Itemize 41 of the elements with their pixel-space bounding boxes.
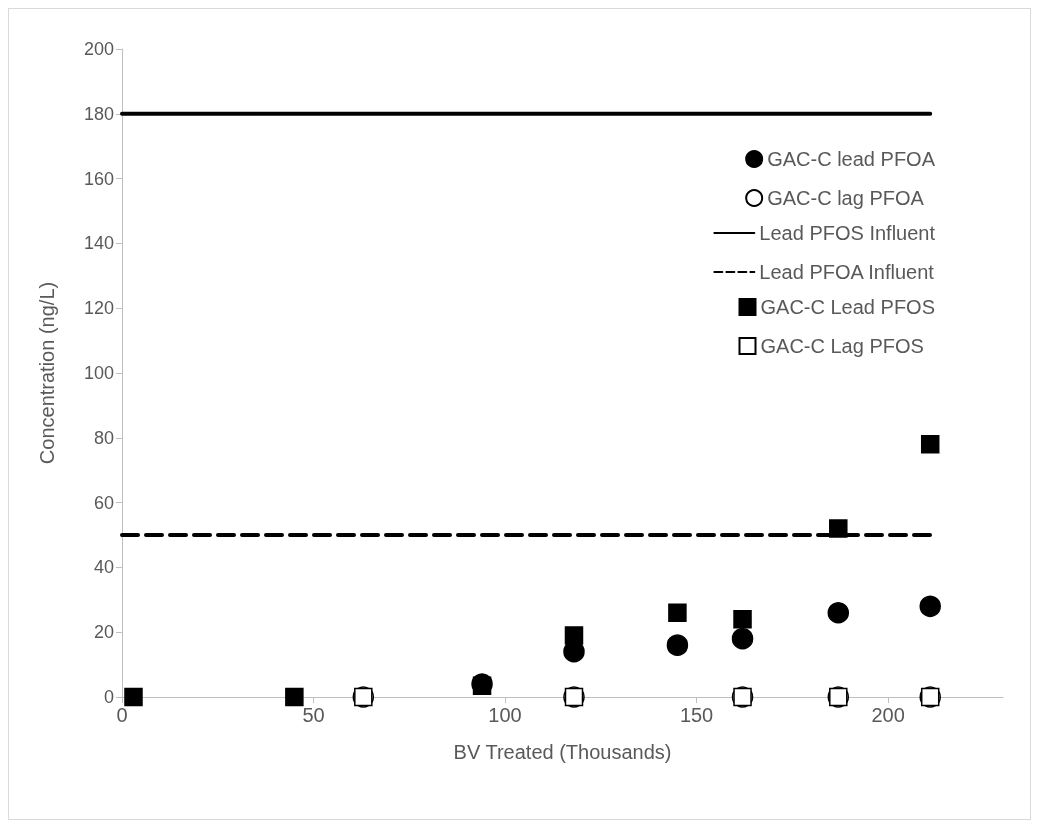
point [472,676,492,695]
y-tick-label: 200 [83,39,114,59]
point [733,609,752,629]
point [733,687,752,707]
y-tick-label: 180 [83,103,114,124]
y-tick-label: 20 [93,622,114,643]
point [829,519,848,538]
legend-label: Lead PFOA Influent [759,261,935,283]
x-tick-label: 0 [116,704,128,726]
x-tick-label: 150 [679,704,714,726]
y-tick-label: 80 [93,427,114,448]
point [354,687,373,707]
legend-label: Lead PFOS Influent [759,222,936,244]
point [124,687,143,707]
legend-label: GAC-C Lag PFOS [760,335,924,357]
point [668,603,687,623]
legend-label: GAC-C lead PFOA [767,148,936,170]
y-tick-label: 120 [83,298,114,319]
y-tick-label: 40 [93,557,114,578]
y-tick-label: 60 [93,492,114,513]
x-tick-label: 200 [871,704,905,726]
y-tick-label: 100 [83,363,114,383]
point [666,634,689,656]
x-tick-label: 100 [488,704,522,726]
y-tick-label: 140 [83,233,114,254]
y-axis-title: Concentration (ng/L) [36,281,58,465]
point [920,687,940,707]
point [731,627,754,650]
point [920,435,940,454]
point [564,626,584,645]
y-tick-label: 0 [103,687,114,707]
point [919,595,941,618]
point [564,687,584,707]
point [829,687,848,707]
legend-label: GAC-C Lead PFOS [760,296,936,318]
point [285,687,304,707]
point [827,602,850,624]
y-tick-label: 160 [83,168,114,189]
x-tick-label: 50 [302,704,325,726]
legend-label: GAC-C lag PFOA [767,187,925,209]
x-axis-title: BV Treated (Thousands) [453,741,672,763]
